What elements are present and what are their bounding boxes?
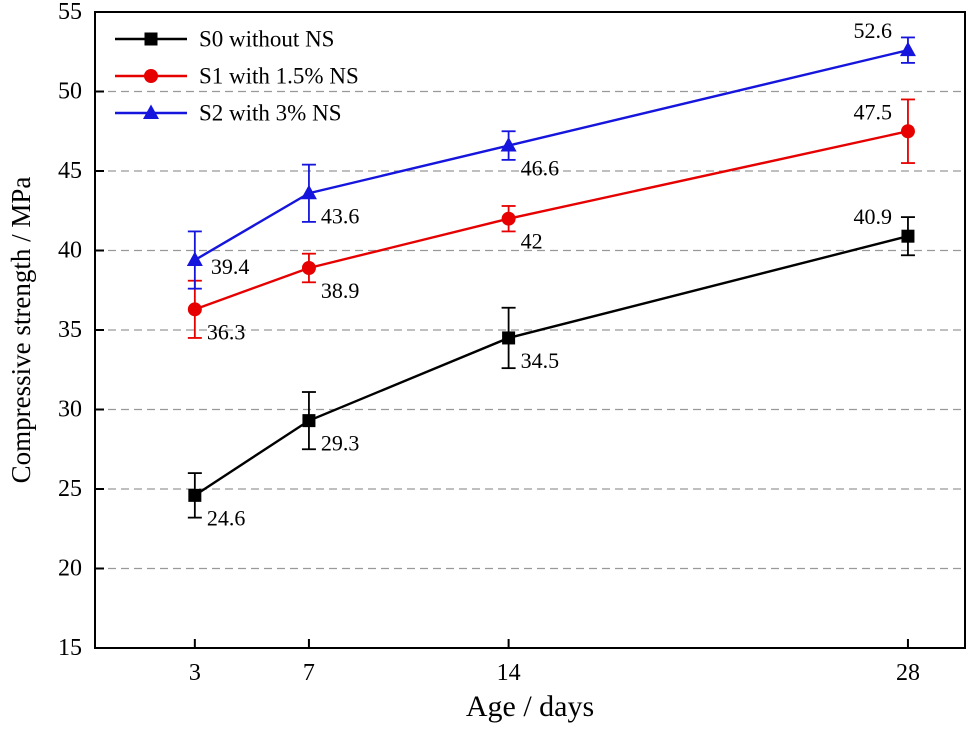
legend-entry: S2 with 3% NS [115,101,342,126]
y-tick-label: 50 [58,79,82,105]
y-tick-label: 15 [58,635,82,661]
data-point-marker [502,331,516,345]
series-s1: 36.3 38.9 42 47.5 [187,98,915,344]
data-point-marker [187,302,202,317]
series-s0: 24.6 29.3 34.5 40.9 [187,204,915,530]
y-tick-label: 35 [58,317,82,343]
legend-entry: S1 with 1.5% NS [115,64,359,89]
data-point-label: 52.6 [853,18,892,43]
data-point-marker [500,137,517,152]
data-point-marker [144,32,158,46]
data-point-label: 36.3 [207,319,246,344]
series-line [194,235,909,497]
data-point-label: 38.9 [321,278,360,303]
y-axis-title: Compressive strength / MPa [6,177,36,484]
data-point-label: 42 [521,229,543,254]
data-point-marker [143,104,159,119]
data-point-marker [900,124,915,139]
y-axis: 15 20 25 30 35 40 45 50 55 [58,0,104,661]
data-point-label: 43.6 [321,203,360,228]
data-point-marker [186,251,203,267]
legend-label: S1 with 1.5% NS [199,64,359,89]
data-point-marker [501,211,516,226]
data-point-marker [188,488,202,502]
data-point-label: 39.4 [211,254,250,279]
y-tick-label: 45 [58,158,82,184]
data-point-label: 47.5 [853,99,892,124]
y-tick-label: 20 [58,556,82,582]
x-tick-label: 7 [303,660,315,686]
data-point-marker [301,260,316,275]
x-tick-label: 14 [497,660,521,686]
x-axis: 3 7 14 28 [189,639,920,686]
data-point-label: 34.5 [521,348,560,373]
data-point-label: 24.6 [207,505,246,530]
y-tick-label: 25 [58,476,82,502]
x-axis-title: Age / days [466,690,594,723]
legend-entry: S0 without NS [115,27,334,52]
data-point-label: 29.3 [321,431,360,456]
legend-label: S2 with 3% NS [199,101,342,126]
data-point-marker [302,414,316,428]
data-point-marker [300,184,317,200]
x-tick-label: 28 [896,660,920,686]
y-tick-label: 40 [58,238,82,264]
data-point-label: 46.6 [521,156,560,181]
x-tick-label: 3 [189,660,201,686]
legend: S0 without NS S1 with 1.5% NS S2 with 3% N… [115,27,359,126]
data-point-marker [144,69,158,83]
series-s2: 39.4 43.6 46.6 52.6 [186,18,916,290]
data-point-marker [899,41,916,57]
series-line [194,48,909,262]
y-tick-label: 55 [58,0,82,25]
y-tick-label: 30 [58,397,82,423]
series-line [194,130,909,311]
data-point-marker [901,229,915,243]
data-point-label: 40.9 [853,204,892,229]
gridlines [95,90,965,570]
legend-label: S0 without NS [199,27,334,52]
